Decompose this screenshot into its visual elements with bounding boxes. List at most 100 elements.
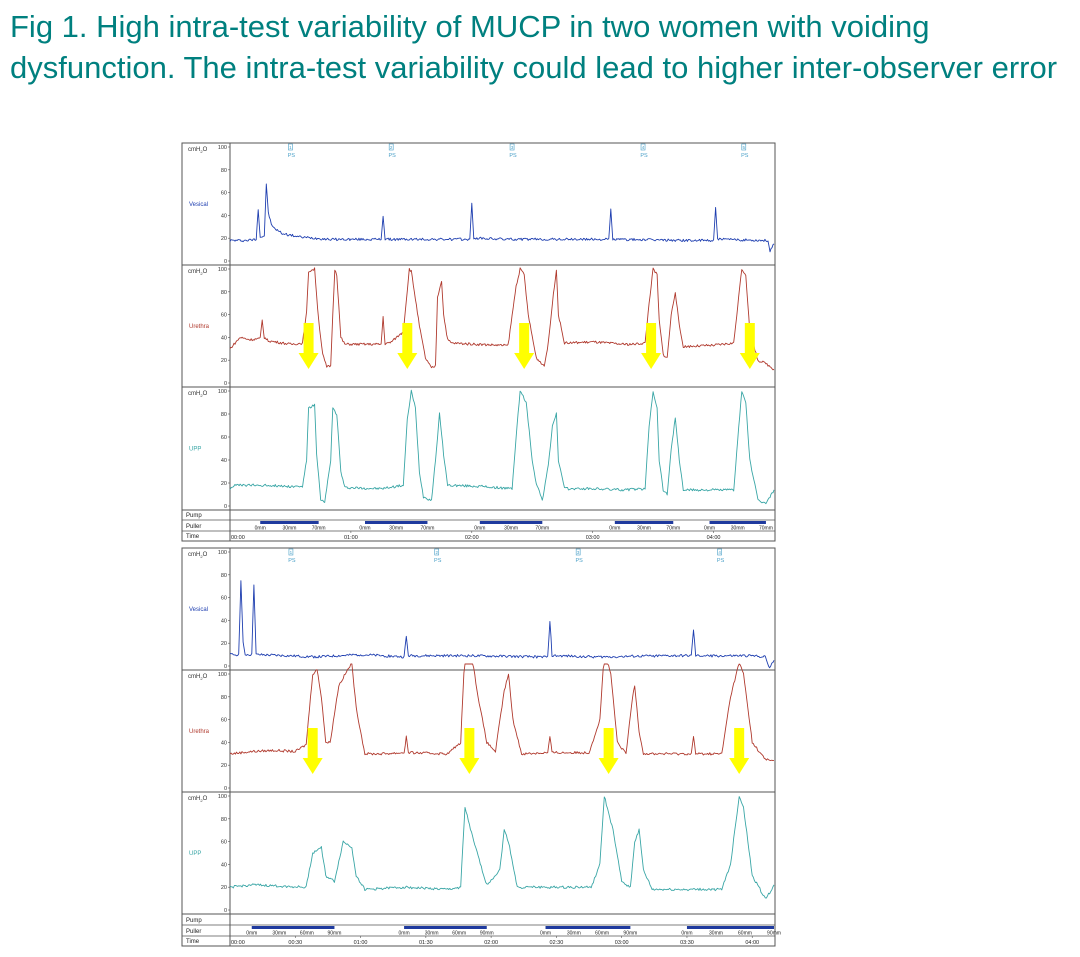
- puller-position-label: 30mm: [389, 526, 403, 532]
- series-line-upp: [229, 796, 775, 899]
- puller-position-label: 90mm: [767, 931, 781, 937]
- puller-position-label: 30mm: [731, 526, 745, 532]
- panel-frame: [181, 142, 776, 542]
- y-tick-label: 100: [218, 550, 227, 556]
- y-tick-label: 100: [218, 267, 227, 273]
- channel-vesical: cmH2O 0 20 40 60 80 100 Vesical 1 PS 2 PS 3 PS 4 PS: [182, 548, 775, 671]
- series-line-vesical: [229, 580, 775, 669]
- y-tick-label: 80: [221, 412, 227, 418]
- event-marker-box: [509, 143, 515, 151]
- row-label-pump: Pump: [186, 513, 202, 519]
- puller-position-label: 0mm: [255, 526, 266, 532]
- puller-position-label: 60mm: [738, 931, 752, 937]
- time-tick-label: 03:30: [680, 940, 694, 946]
- event-marker-label: PS: [288, 558, 296, 564]
- y-unit-label: cmH2O: [188, 552, 208, 559]
- channel-label-vesical: Vesical: [189, 607, 208, 613]
- puller-bar: [364, 521, 428, 524]
- y-tick-label: 80: [221, 695, 227, 701]
- y-tick-label: 60: [221, 718, 227, 724]
- event-marker-box: [388, 143, 394, 151]
- time-tick-label: 00:30: [288, 940, 302, 946]
- puller-position-label: 0mm: [540, 931, 551, 937]
- time-tick-label: 02:30: [550, 940, 564, 946]
- time-tick-label: 04:00: [745, 940, 759, 946]
- puller-position-label: 0mm: [474, 526, 485, 532]
- puller-position-label: 0mm: [704, 526, 715, 532]
- row-label-time: Time: [186, 939, 200, 945]
- y-tick-label: 20: [221, 358, 227, 364]
- figure-title: Fig 1. High intra-test variability of MU…: [10, 9, 1058, 85]
- event-marker-number: 1: [290, 550, 293, 555]
- y-tick-label: 100: [218, 672, 227, 678]
- event-marker-box: [434, 548, 440, 556]
- y-unit-label: cmH2O: [188, 796, 208, 803]
- channel-label-upp: UPP: [189, 447, 201, 453]
- puller-position-label: 30mm: [425, 931, 439, 937]
- puller-position-label: 30mm: [272, 931, 286, 937]
- y-tick-label: 0: [224, 504, 227, 510]
- channel-upp: cmH2O 0 20 40 60 80 100 UPP: [182, 389, 775, 511]
- puller-position-label: 60mm: [300, 931, 314, 937]
- y-tick-label: 0: [224, 786, 227, 792]
- y-tick-label: 0: [224, 908, 227, 914]
- yellow-arrow: [514, 323, 535, 369]
- puller-position-label: 30mm: [504, 526, 518, 532]
- event-marker-box: [741, 143, 747, 151]
- y-tick-label: 20: [221, 885, 227, 891]
- puller-bar: [709, 521, 766, 524]
- puller-position-label: 90mm: [623, 931, 637, 937]
- time-tick-label: 02:00: [484, 940, 498, 946]
- y-tick-label: 20: [221, 236, 227, 242]
- row-label-time: Time: [186, 534, 200, 540]
- puller-position-label: 0mm: [681, 931, 692, 937]
- event-marker-label: PS: [389, 153, 397, 159]
- event-marker-box: [717, 548, 722, 556]
- puller-position-label: 90mm: [327, 931, 341, 937]
- row-label-puller: Puller: [186, 524, 201, 530]
- y-unit-label: cmH2O: [188, 269, 208, 276]
- channel-label-vesical: Vesical: [189, 202, 208, 208]
- row-label-pump: Pump: [186, 918, 202, 924]
- puller-position-label: 70mm: [759, 526, 773, 532]
- y-tick-label: 100: [218, 794, 227, 800]
- channel-label-upp: UPP: [189, 851, 201, 857]
- yellow-arrow: [598, 728, 619, 774]
- y-tick-label: 20: [221, 763, 227, 769]
- series-line-urethra: [229, 267, 775, 371]
- y-unit-label: cmH2O: [188, 391, 208, 398]
- puller-bar: [614, 521, 674, 524]
- event-marker-label: PS: [575, 558, 583, 564]
- puller-position-label: 30mm: [709, 931, 723, 937]
- channel-label-urethra: Urethra: [189, 324, 210, 330]
- event-marker-number: 3: [511, 145, 514, 150]
- time-tick-label: 02:00: [465, 535, 479, 541]
- yellow-arrow: [302, 728, 323, 774]
- time-tick-label: 01:00: [354, 940, 368, 946]
- event-marker-number: 2: [390, 145, 393, 150]
- y-unit-label: cmH2O: [188, 674, 208, 681]
- y-tick-label: 100: [218, 145, 227, 151]
- y-tick-label: 80: [221, 817, 227, 823]
- chart-panel-2: cmH2O020406080100Vesical1PS2PS3PS4PScmH2…: [181, 547, 781, 947]
- y-tick-label: 40: [221, 458, 227, 464]
- event-marker-label: PS: [717, 558, 725, 564]
- event-marker-number: 4: [718, 550, 721, 555]
- puller-position-label: 70mm: [535, 526, 549, 532]
- yellow-arrow: [729, 728, 750, 774]
- puller-position-label: 60mm: [452, 931, 466, 937]
- puller-position-label: 0mm: [609, 526, 620, 532]
- y-tick-label: 60: [221, 313, 227, 319]
- time-tick-label: 03:00: [615, 940, 629, 946]
- y-tick-label: 20: [221, 481, 227, 487]
- yellow-arrow: [459, 728, 480, 774]
- channel-label-urethra: Urethra: [189, 729, 210, 735]
- event-marker-label: PS: [741, 153, 749, 159]
- puller-position-label: 90mm: [480, 931, 494, 937]
- puller-bar: [260, 521, 319, 524]
- puller-bar: [545, 926, 631, 929]
- channel-vesical: cmH2O 0 20 40 60 80 100 Vesical 1 PS 2 PS 3 PS 4 PS 5 PS: [182, 143, 775, 266]
- event-marker-label: PS: [288, 153, 296, 159]
- time-tick-label: 03:00: [586, 535, 600, 541]
